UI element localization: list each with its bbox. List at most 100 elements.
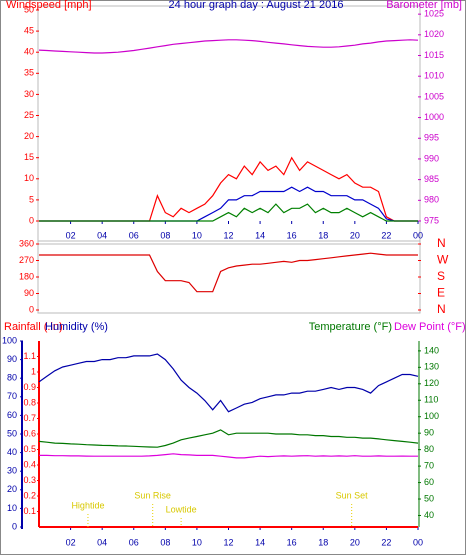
y-tick-label: 360 (19, 238, 34, 248)
y3-tick-label: 0.8 (23, 397, 36, 407)
y2-tick-label: 990 (424, 153, 439, 163)
y3-tick-label: 0.4 (23, 459, 36, 469)
y2-tick-label: 985 (424, 174, 439, 184)
y-tick-label: 180 (19, 271, 34, 281)
x-tick-label: 12 (223, 230, 233, 240)
y2-tick-label: 980 (424, 195, 439, 205)
y2-tick-label: W (437, 253, 449, 267)
y2-tick-label: N (437, 236, 446, 250)
y-tick-label: 100 (2, 335, 17, 345)
series-line (38, 429, 419, 448)
y-tick-label: 10 (24, 173, 34, 183)
y-tick-label: 0 (12, 521, 17, 531)
y-tick-label: 30 (7, 466, 17, 476)
y-tick-label: 40 (24, 47, 34, 57)
panel-frame (37, 5, 421, 245)
x-tick-label: 06 (129, 537, 139, 547)
y-tick-label: 90 (24, 288, 34, 298)
series-line (38, 353, 419, 413)
annotation: Hightide (71, 500, 104, 510)
x-tick-label: 02 (66, 230, 76, 240)
y-tick-label: 50 (24, 4, 34, 14)
y2-tick-label: 995 (424, 133, 439, 143)
y3-tick-label: 0.2 (23, 490, 36, 500)
y2-tick-label: 975 (424, 215, 439, 225)
y-tick-label: 70 (7, 391, 17, 401)
legend-label: Rainfall (.in) (4, 321, 63, 333)
y2-tick-label: 100 (424, 411, 439, 421)
chart-title: 24 hour graph day : August 21 2016 (169, 0, 344, 11)
x-tick-label: 02 (66, 537, 76, 547)
annotation: Sun Rise (134, 490, 171, 500)
y-tick-label: 0 (29, 304, 34, 314)
x-tick-label: 16 (287, 230, 297, 240)
y-tick-label: 20 (24, 131, 34, 141)
y-tick-label: 35 (24, 68, 34, 78)
y2-tick-label: 1015 (424, 50, 444, 60)
x-tick-label: 14 (255, 230, 265, 240)
series-line (39, 203, 418, 222)
x-tick-label: 08 (160, 230, 170, 240)
y-tick-label: 25 (24, 110, 34, 120)
y2-tick-label: 120 (424, 378, 439, 388)
y-tick-label: 20 (7, 484, 17, 494)
x-tick-label: 12 (223, 537, 233, 547)
y-tick-label: 10 (7, 503, 17, 513)
y-tick-label: 5 (29, 194, 34, 204)
y-tick-label: 50 (7, 428, 17, 438)
series-line (39, 453, 418, 459)
x-tick-label: 22 (381, 537, 391, 547)
y2-tick-label: E (437, 286, 445, 300)
y-tick-label: 60 (7, 410, 17, 420)
y2-tick-label: 1000 (424, 112, 444, 122)
y3-tick-label: 0.3 (23, 475, 36, 485)
y3-tick-label: 1 (31, 366, 36, 376)
x-tick-label: 00 (413, 537, 423, 547)
y2-tick-label: 1020 (424, 29, 444, 39)
y3-tick-label: 1.1 (23, 351, 36, 361)
y2-tick-label: 1025 (424, 9, 444, 19)
legend-label: Barometer [mb] (386, 0, 462, 11)
y2-tick-label: 1010 (424, 71, 444, 81)
x-tick-label: 18 (318, 230, 328, 240)
series-line (38, 39, 419, 54)
y2-tick-label: 70 (424, 460, 434, 470)
x-tick-label: 10 (192, 230, 202, 240)
y2-tick-label: 1005 (424, 91, 444, 101)
legend-label: Temperature (°F) (309, 321, 392, 333)
y2-tick-label: 50 (424, 493, 434, 503)
y2-tick-label: 40 (424, 510, 434, 520)
x-tick-label: 20 (350, 537, 360, 547)
y-tick-label: 0 (29, 215, 34, 225)
y2-tick-label: 140 (424, 345, 439, 355)
x-tick-label: 18 (318, 537, 328, 547)
legend-label: Dew Point (°F) (394, 321, 466, 333)
y-tick-label: 30 (24, 89, 34, 99)
y-tick-label: 270 (19, 255, 34, 265)
y-tick-label: 80 (7, 373, 17, 383)
annotation: Lowtide (166, 504, 197, 514)
y-tick-label: 90 (7, 354, 17, 364)
annotation: Sun Set (336, 490, 369, 500)
x-tick-label: 04 (97, 537, 107, 547)
y3-tick-label: 0.5 (23, 444, 36, 454)
y2-tick-label: 60 (424, 477, 434, 487)
x-tick-label: 08 (160, 537, 170, 547)
x-tick-label: 10 (192, 537, 202, 547)
y-tick-label: 40 (7, 447, 17, 457)
x-tick-label: 16 (287, 537, 297, 547)
x-tick-label: 14 (255, 537, 265, 547)
y2-tick-label: N (437, 302, 446, 316)
y3-tick-label: 0.9 (23, 382, 36, 392)
x-tick-label: 06 (129, 230, 139, 240)
y3-tick-label: 0.1 (23, 506, 36, 516)
y3-tick-label: 0.7 (23, 413, 36, 423)
x-tick-label: 04 (97, 230, 107, 240)
y3-tick-label: 0.6 (23, 428, 36, 438)
legend-label: Humidity (%) (45, 321, 108, 333)
y2-tick-label: 110 (424, 395, 438, 405)
y-tick-label: 15 (24, 152, 34, 162)
y2-tick-label: 130 (424, 362, 439, 372)
